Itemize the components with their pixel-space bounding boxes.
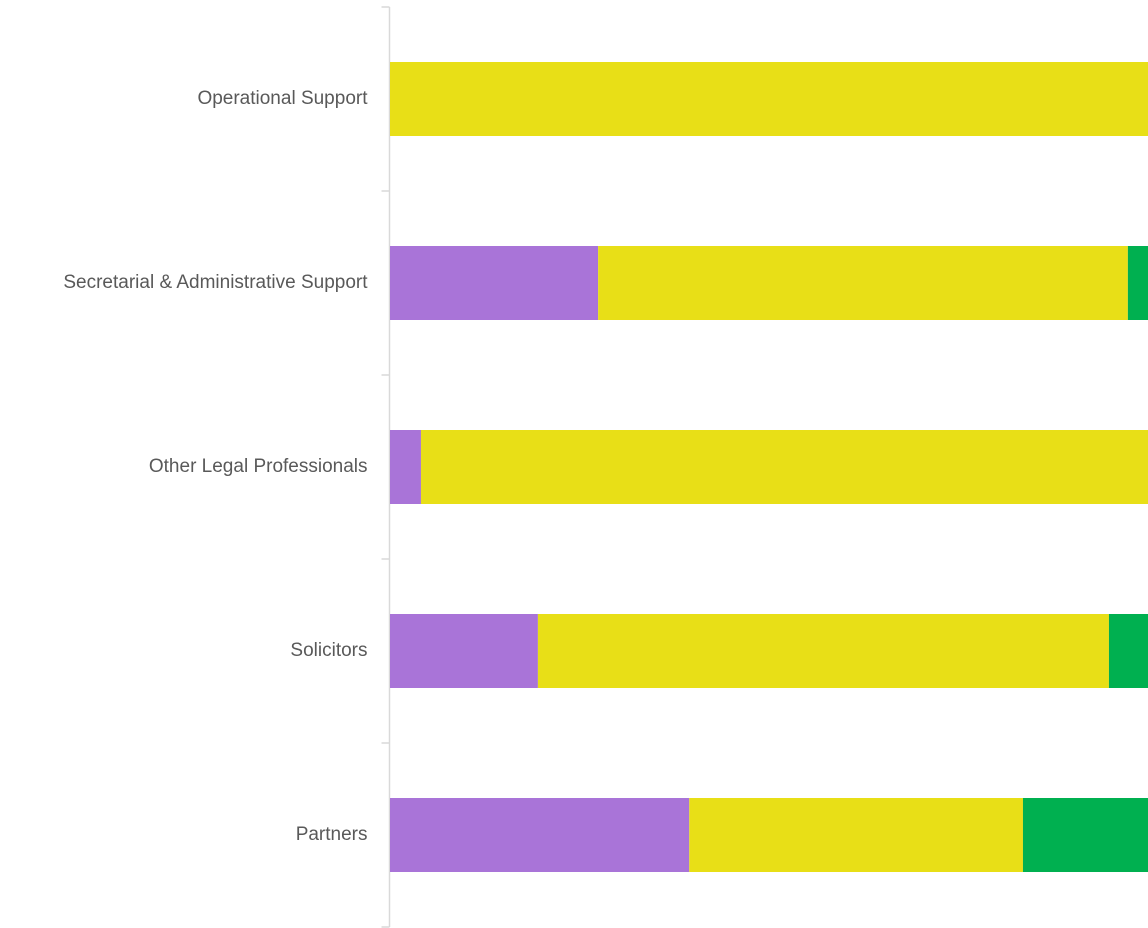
category-label: Other Legal Professionals (149, 456, 368, 477)
bar-segment (390, 246, 599, 320)
bars-group (390, 62, 1148, 872)
bar-segment (390, 798, 690, 872)
bar-segment (390, 62, 1148, 136)
category-label: Operational Support (197, 88, 368, 109)
category-axis (381, 6, 391, 928)
bar-segment (689, 798, 1023, 872)
category-label: Solicitors (290, 640, 367, 661)
bar-segment (1108, 614, 1148, 688)
bar-segment (537, 614, 1109, 688)
bar-segment (1127, 246, 1148, 320)
bar-segment (390, 614, 538, 688)
category-labels: Operational Support Secretarial & Adminis… (63, 88, 368, 845)
category-label: Partners (296, 824, 368, 845)
bar-segment (1022, 798, 1148, 872)
bar-segment (420, 430, 1148, 504)
bar-segment (390, 430, 421, 504)
category-label: Secretarial & Administrative Support (63, 272, 368, 293)
bar-segment (598, 246, 1128, 320)
